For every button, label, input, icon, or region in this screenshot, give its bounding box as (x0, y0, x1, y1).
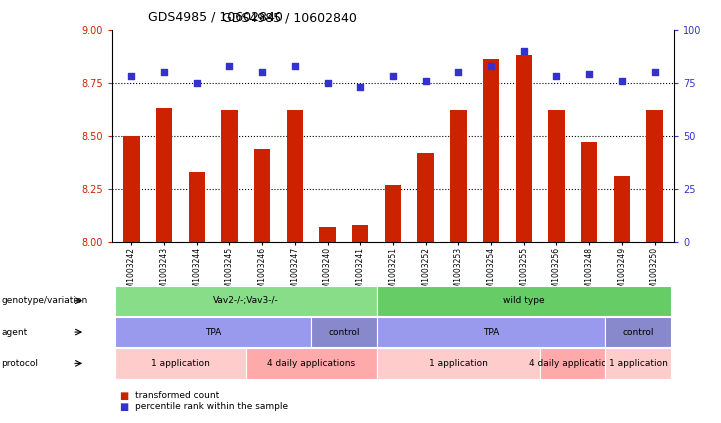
Point (159, 69, 170, 76)
Text: wild type: wild type (503, 296, 544, 305)
Bar (189, 172, 205, 242)
Point (518, 47, 529, 54)
Point (583, 71, 595, 78)
Bar (450, 110, 466, 242)
Bar (483, 59, 499, 242)
Text: 4 daily applications: 4 daily applications (528, 359, 617, 368)
Point (551, 73, 562, 80)
Text: control: control (622, 327, 654, 337)
Point (125, 73, 137, 80)
Text: TPA: TPA (205, 327, 221, 337)
Bar (385, 185, 401, 242)
Text: 1 application: 1 application (429, 359, 488, 368)
Bar (123, 136, 140, 242)
Bar (319, 228, 336, 242)
Point (485, 63, 497, 69)
Point (257, 69, 268, 76)
Point (355, 84, 366, 91)
Bar (156, 108, 172, 242)
Text: ■: ■ (119, 402, 128, 412)
Point (289, 63, 301, 69)
Text: GDS4985 / 10602840: GDS4985 / 10602840 (222, 11, 357, 24)
Bar (254, 149, 270, 242)
Bar (417, 153, 434, 242)
Point (224, 63, 235, 69)
Point (616, 77, 627, 84)
Text: agent: agent (1, 327, 27, 337)
Text: 1 application: 1 application (609, 359, 668, 368)
Bar (516, 55, 532, 242)
Text: percentile rank within the sample: percentile rank within the sample (135, 402, 288, 412)
Point (453, 69, 464, 76)
Text: genotype/variation: genotype/variation (1, 296, 88, 305)
Bar (614, 176, 630, 242)
Text: Vav2-/-;Vav3-/-: Vav2-/-;Vav3-/- (213, 296, 279, 305)
Text: ■: ■ (119, 390, 128, 401)
Point (649, 69, 660, 76)
Bar (287, 110, 303, 242)
Bar (581, 143, 597, 242)
Text: 1 application: 1 application (151, 359, 210, 368)
Text: protocol: protocol (1, 359, 38, 368)
Point (420, 77, 431, 84)
Bar (352, 225, 368, 242)
Point (191, 80, 203, 86)
Text: transformed count: transformed count (135, 391, 219, 400)
Text: TPA: TPA (483, 327, 499, 337)
Bar (646, 110, 663, 242)
Point (322, 80, 333, 86)
Text: 4 daily applications: 4 daily applications (267, 359, 355, 368)
Bar (548, 110, 565, 242)
Bar (221, 110, 238, 242)
Text: control: control (328, 327, 360, 337)
Point (387, 73, 399, 80)
Text: GDS4985 / 10602840: GDS4985 / 10602840 (148, 10, 283, 23)
